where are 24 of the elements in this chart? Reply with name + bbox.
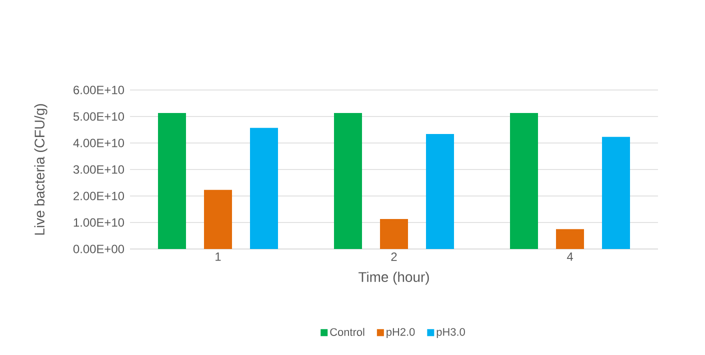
x-axis-title: Time (hour) (358, 272, 429, 285)
bar (380, 219, 408, 249)
legend-label: Control (330, 328, 364, 336)
bar (510, 113, 538, 249)
y-tick-label: 2.00E+10 (74, 192, 124, 200)
y-tick-label: 4.00E+10 (73, 138, 124, 148)
bar (204, 190, 232, 249)
bar (426, 134, 454, 249)
bar (334, 113, 362, 249)
legend-label: pH2.0 (386, 328, 415, 338)
x-tick-label: 2 (391, 252, 397, 261)
bar (556, 229, 584, 249)
x-tick-label: 4 (566, 252, 573, 261)
y-tick-label: 5.00E+10 (73, 112, 124, 121)
y-axis-title: Live bacteria (CFU/g) (34, 104, 48, 235)
y-tick-label: 3.00E+10 (73, 165, 124, 174)
bar (158, 113, 186, 249)
x-tick-label: 1 (216, 252, 221, 261)
legend-label: pH3.0 (436, 328, 465, 338)
y-tick-label: 6.00E+10 (74, 86, 124, 94)
y-tick-label: 0.00E+00 (73, 244, 124, 254)
y-tick-label: 1.00E+10 (74, 218, 124, 227)
bar (250, 128, 278, 249)
bar (602, 136, 630, 249)
